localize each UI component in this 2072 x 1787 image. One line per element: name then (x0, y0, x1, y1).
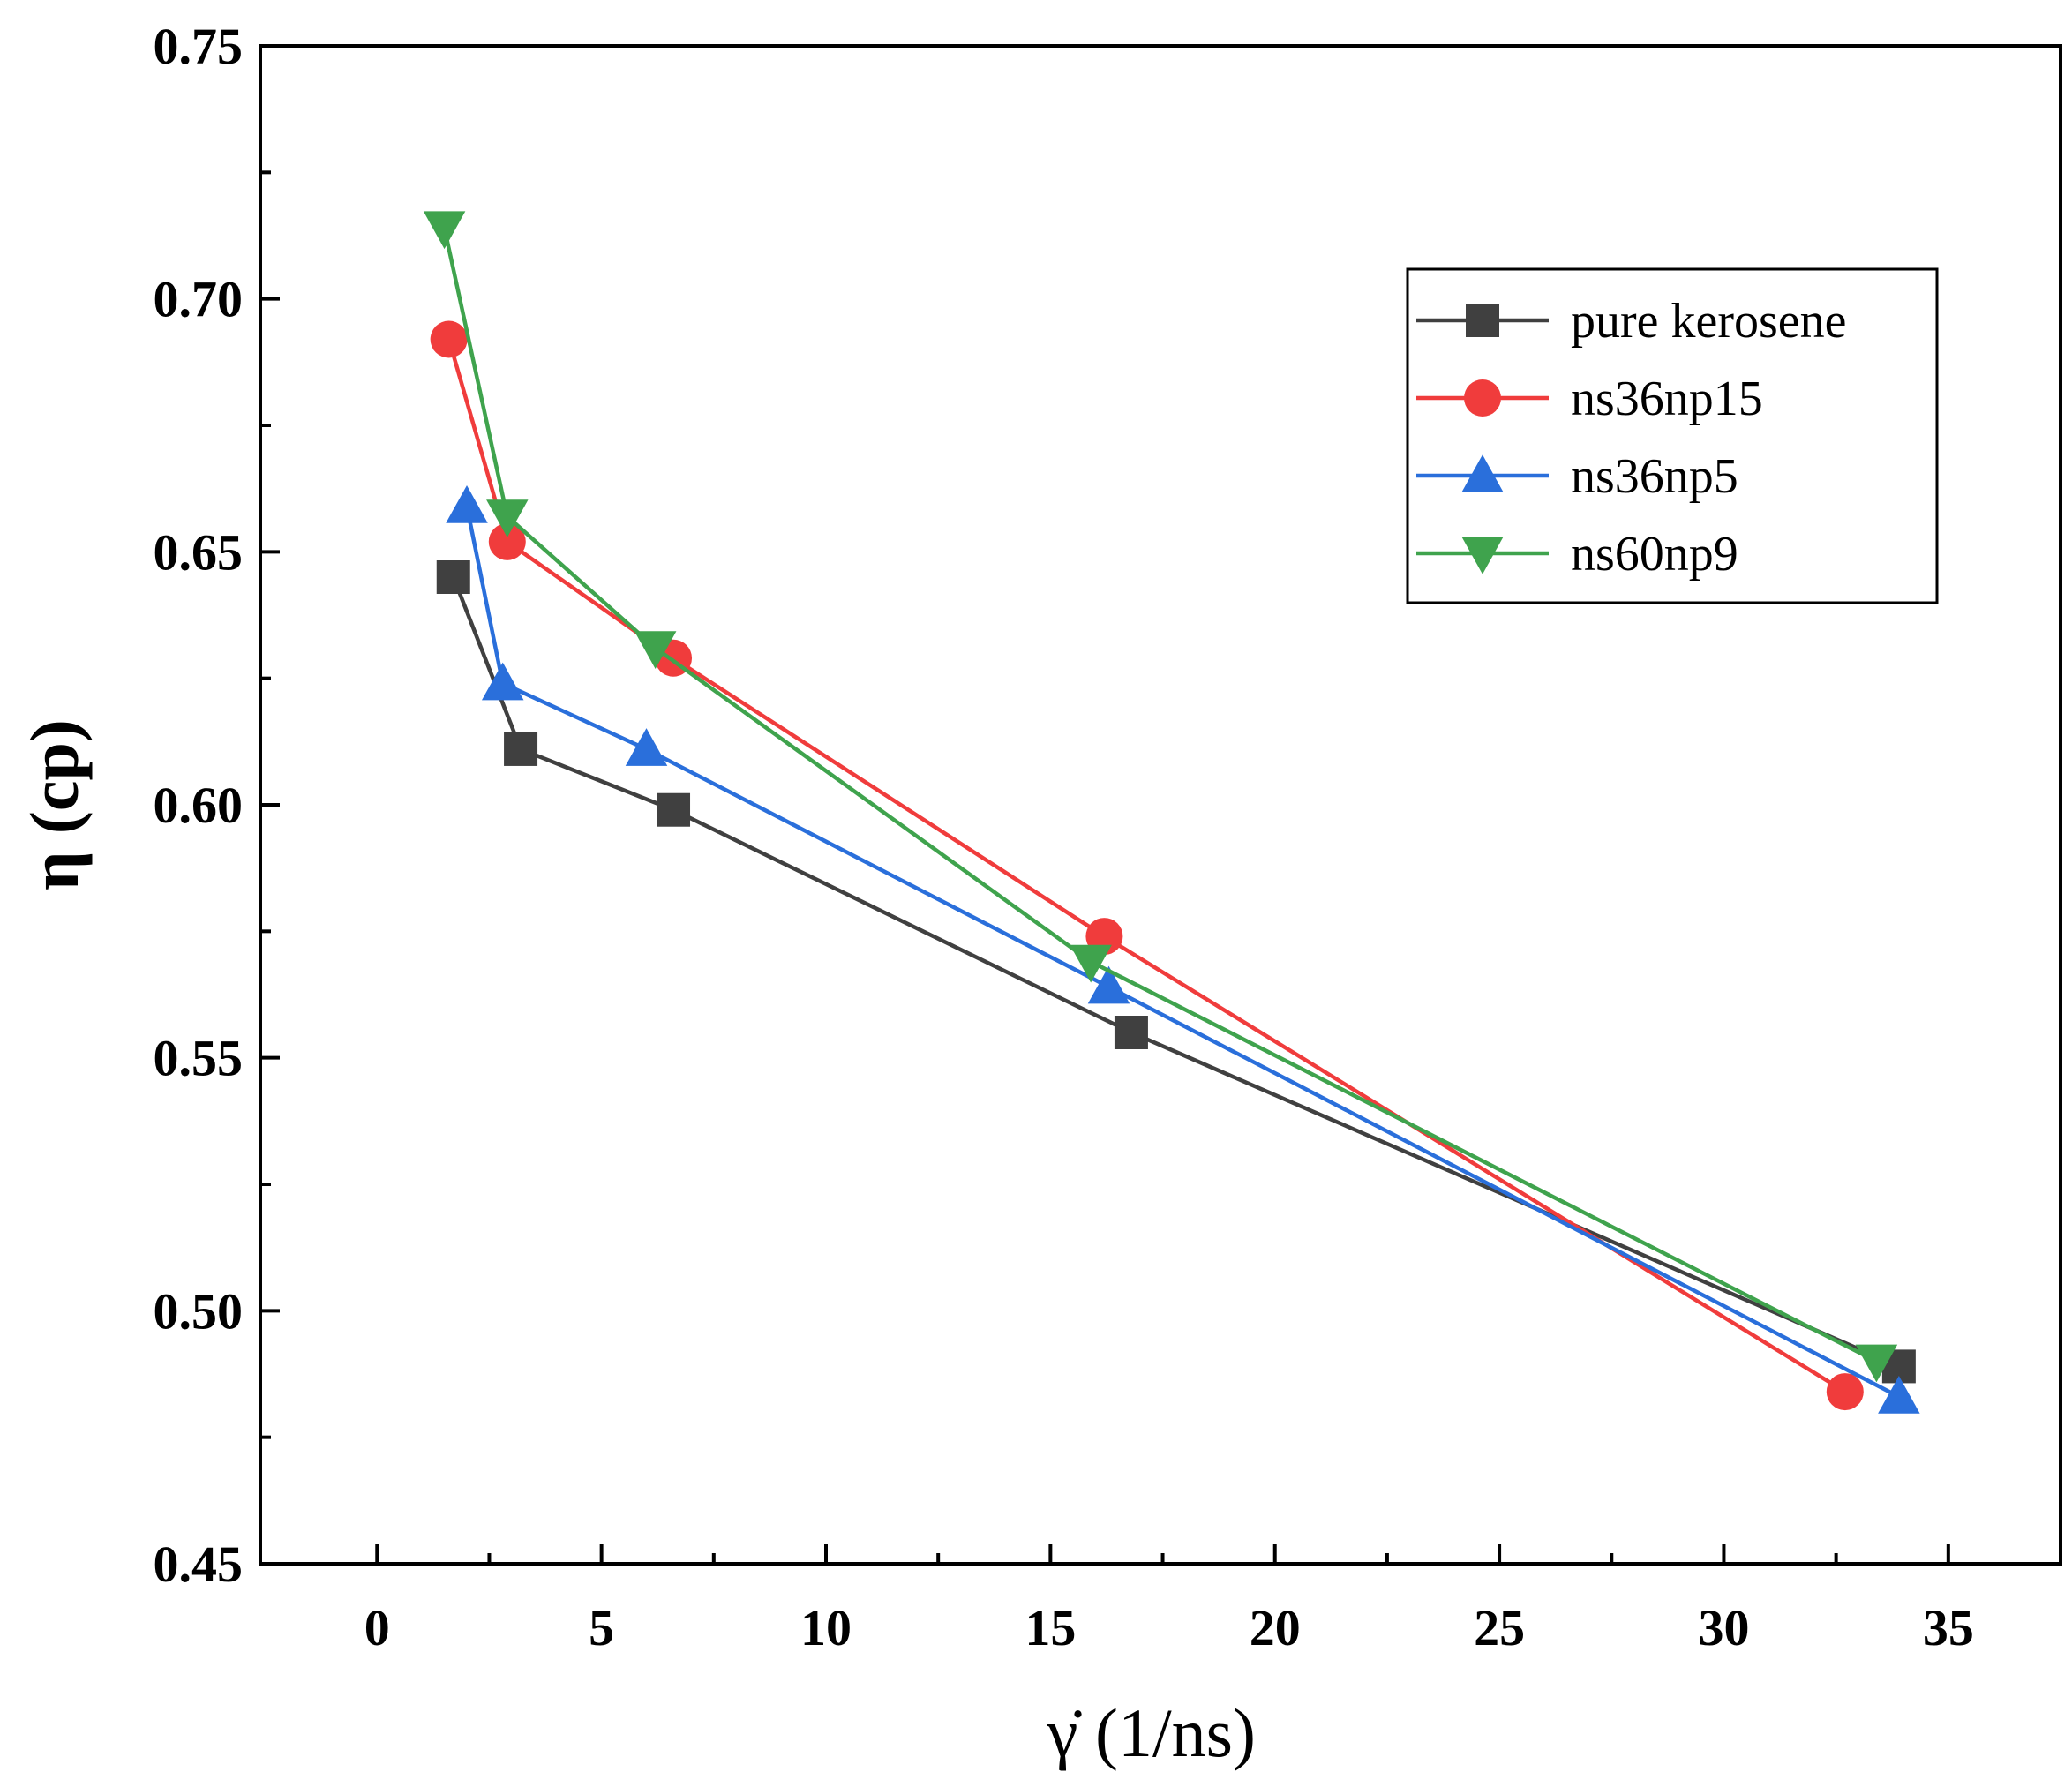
data-point (1087, 965, 1130, 1004)
y-tick-label: 0.70 (154, 271, 244, 328)
data-point (1826, 1373, 1864, 1411)
data-point (436, 560, 470, 594)
x-tick-label: 0 (364, 1599, 390, 1656)
data-point (504, 732, 538, 766)
y-tick-label: 0.50 (154, 1282, 244, 1340)
data-point (446, 484, 488, 523)
data-point (423, 211, 466, 250)
data-point (1855, 1344, 1898, 1383)
legend-label: ns36np15 (1571, 372, 1763, 426)
data-point (488, 522, 526, 560)
legend-item: ns36np15 (1416, 372, 1763, 426)
y-axis-title: η (cp) (16, 719, 93, 890)
series-line (451, 576, 1900, 1369)
data-point (634, 631, 677, 670)
x-tick-label: 35 (1923, 1599, 1974, 1656)
y-tick-label: 0.45 (154, 1535, 244, 1593)
x-tick-label: 5 (589, 1599, 614, 1656)
data-point (1114, 1016, 1148, 1049)
data-point (430, 320, 468, 358)
series-pure-kerosene (436, 560, 1916, 1384)
x-axis-title: γ̇ (1/ns) (1047, 1694, 1256, 1771)
data-point (486, 499, 529, 537)
legend-label: ns60np9 (1571, 527, 1738, 582)
y-tick-label: 0.60 (154, 777, 244, 834)
legend-label: pure kerosene (1571, 294, 1847, 349)
legend-marker (1461, 454, 1504, 492)
x-tick-label: 25 (1474, 1599, 1525, 1656)
data-point (657, 792, 691, 827)
y-tick-label: 0.65 (154, 523, 244, 581)
legend-marker (1461, 537, 1504, 574)
y-tick-label: 0.75 (154, 18, 244, 75)
x-tick-label: 20 (1250, 1599, 1301, 1656)
x-tick-label: 15 (1025, 1599, 1076, 1656)
data-point (481, 662, 524, 701)
legend-marker (1466, 304, 1499, 337)
legend-item: ns60np9 (1416, 527, 1738, 582)
legend-item: ns36np5 (1416, 449, 1738, 504)
series-ns36np5 (446, 484, 1920, 1414)
y-tick-label: 0.55 (154, 1030, 244, 1087)
data-point (1878, 1376, 1920, 1414)
data-point (625, 728, 668, 766)
axes: 0 5 10 15 20 25 30 35 0.45 0.50 0.55 0.60 0.65 0.70 0.… (16, 18, 2062, 1771)
legend-marker (1464, 379, 1501, 417)
series-ns60np9 (423, 211, 1898, 1383)
legend: pure kerosene ns36np15 ns36np5 ns60np9 (1406, 267, 1939, 604)
legend-label: ns36np5 (1571, 449, 1738, 504)
data-point (1070, 944, 1112, 983)
legend-item: pure kerosene (1416, 294, 1847, 349)
x-tick-label: 10 (800, 1599, 852, 1656)
series-layer (423, 211, 1920, 1414)
x-tick-label: 30 (1698, 1599, 1749, 1656)
series-ns36np15 (430, 320, 1864, 1411)
